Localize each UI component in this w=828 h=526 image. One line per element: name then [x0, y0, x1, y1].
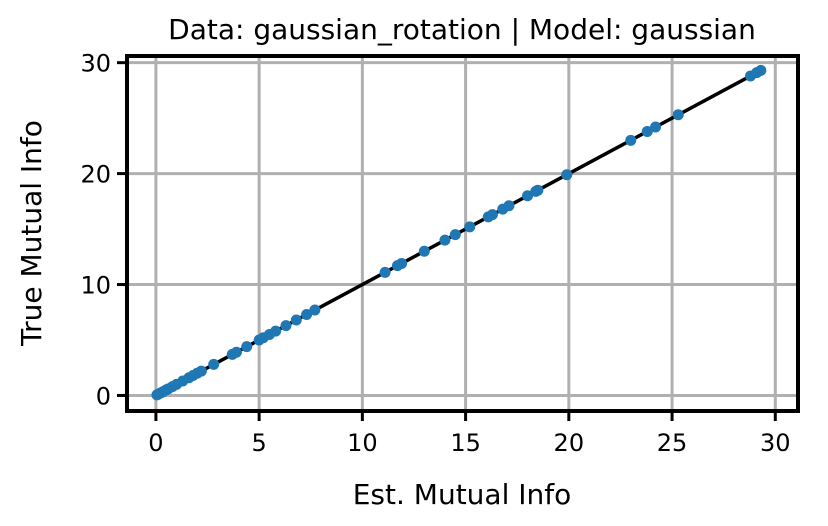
- data-point: [561, 169, 573, 181]
- data-point: [280, 320, 292, 332]
- grid: [127, 56, 798, 411]
- data-point: [396, 257, 408, 269]
- y-tick-label: 30: [80, 50, 111, 78]
- data-point: [270, 325, 282, 337]
- data-point: [195, 365, 207, 377]
- data-point: [309, 304, 321, 316]
- x-tick-label: 0: [148, 429, 163, 457]
- x-tick-label: 25: [657, 429, 688, 457]
- y-axis-label: True Mutual Info: [15, 120, 48, 347]
- data-point: [418, 245, 430, 257]
- plot-frame: [125, 54, 800, 413]
- chart-title: Data: gaussian_rotation | Model: gaussia…: [168, 13, 756, 46]
- y-tick-label: 0: [96, 382, 111, 410]
- y-tick-label: 20: [80, 161, 111, 189]
- data-point: [439, 234, 451, 246]
- x-axis-ticks: 0 5 10 15 20 25 30: [148, 411, 791, 457]
- data-point: [650, 121, 662, 133]
- y-axis-ticks: 0 10 20 30: [80, 50, 127, 410]
- data-point: [379, 266, 391, 278]
- data-point: [503, 200, 515, 212]
- data-point: [241, 341, 253, 353]
- data-point: [449, 229, 461, 241]
- data-point: [755, 64, 767, 76]
- data-point: [464, 221, 476, 233]
- data-point: [532, 184, 544, 196]
- data-point: [522, 190, 534, 202]
- x-tick-label: 20: [554, 429, 585, 457]
- data-point: [290, 314, 302, 326]
- data-point: [301, 308, 313, 320]
- x-tick-label: 10: [347, 429, 378, 457]
- data-point: [486, 209, 498, 221]
- y-tick-label: 10: [80, 272, 111, 300]
- data-point: [672, 109, 684, 121]
- data-point: [230, 346, 242, 358]
- x-tick-label: 15: [450, 429, 481, 457]
- x-tick-label: 30: [760, 429, 791, 457]
- points-layer: [151, 64, 767, 401]
- x-axis-label: Est. Mutual Info: [353, 478, 572, 511]
- data-point: [625, 134, 637, 146]
- x-tick-label: 5: [251, 429, 266, 457]
- data-point: [208, 358, 220, 370]
- data-point: [641, 125, 653, 137]
